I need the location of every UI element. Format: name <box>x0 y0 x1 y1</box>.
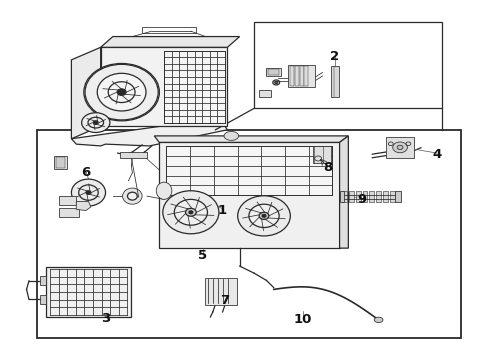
Bar <box>142 27 195 33</box>
Text: 5: 5 <box>198 249 207 262</box>
Ellipse shape <box>259 212 268 220</box>
Ellipse shape <box>262 215 265 217</box>
Bar <box>59 208 79 217</box>
Bar <box>40 296 46 304</box>
Ellipse shape <box>274 81 277 84</box>
Bar <box>394 191 400 202</box>
Bar <box>330 66 338 97</box>
Polygon shape <box>101 37 239 47</box>
Ellipse shape <box>97 73 146 111</box>
Text: 7: 7 <box>220 294 229 307</box>
Bar <box>385 137 413 158</box>
Bar <box>368 191 373 202</box>
Bar <box>288 65 315 87</box>
Bar <box>294 66 298 86</box>
Ellipse shape <box>185 208 196 216</box>
Ellipse shape <box>93 121 98 125</box>
Bar <box>120 152 147 158</box>
Bar <box>163 51 224 123</box>
Bar <box>382 191 387 202</box>
Text: 2: 2 <box>329 50 339 63</box>
Bar <box>348 191 353 202</box>
Polygon shape <box>339 136 347 248</box>
Ellipse shape <box>86 191 91 194</box>
Bar <box>254 22 441 108</box>
Bar <box>40 276 46 285</box>
Ellipse shape <box>237 196 290 236</box>
Ellipse shape <box>248 204 279 228</box>
Text: 6: 6 <box>81 166 90 179</box>
Ellipse shape <box>396 145 402 149</box>
Bar <box>312 145 330 163</box>
Text: 10: 10 <box>293 313 311 327</box>
Bar <box>59 196 76 205</box>
Ellipse shape <box>122 188 142 204</box>
Bar <box>37 130 461 338</box>
Bar <box>299 66 303 86</box>
Bar <box>266 68 281 76</box>
Bar <box>166 146 331 195</box>
Bar <box>341 191 346 202</box>
Bar <box>389 191 394 202</box>
Bar <box>267 69 278 75</box>
Bar <box>362 191 366 202</box>
Ellipse shape <box>163 191 219 234</box>
Bar <box>289 66 293 86</box>
Ellipse shape <box>81 113 110 132</box>
Bar <box>54 156 66 169</box>
Bar <box>205 278 237 305</box>
Ellipse shape <box>392 142 407 153</box>
Polygon shape <box>71 125 227 146</box>
Ellipse shape <box>373 317 382 323</box>
Bar <box>46 267 131 317</box>
Ellipse shape <box>127 192 137 200</box>
Bar <box>304 66 308 86</box>
Text: 8: 8 <box>322 161 331 174</box>
Ellipse shape <box>224 131 238 140</box>
Ellipse shape <box>188 211 192 214</box>
Polygon shape <box>154 136 347 142</box>
Bar <box>56 157 65 168</box>
Polygon shape <box>76 202 91 211</box>
Text: 9: 9 <box>356 193 366 206</box>
Text: 1: 1 <box>218 204 226 217</box>
Polygon shape <box>71 47 101 139</box>
Ellipse shape <box>85 64 158 120</box>
Bar <box>355 191 360 202</box>
Ellipse shape <box>156 182 171 199</box>
Bar <box>159 142 339 248</box>
Bar <box>339 191 344 202</box>
Text: 4: 4 <box>431 148 441 161</box>
Bar <box>259 90 271 97</box>
Polygon shape <box>101 47 227 126</box>
Bar <box>375 191 380 202</box>
Ellipse shape <box>117 89 126 95</box>
Ellipse shape <box>71 179 105 206</box>
Ellipse shape <box>174 199 207 225</box>
Text: 3: 3 <box>101 311 110 325</box>
